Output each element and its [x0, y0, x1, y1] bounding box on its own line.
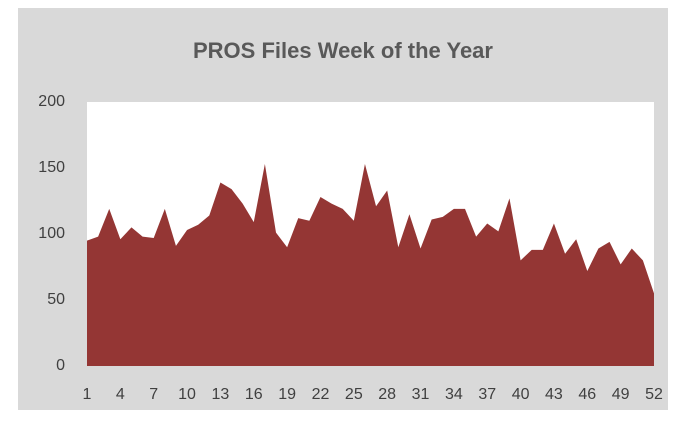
- x-tick-label: 31: [412, 386, 430, 403]
- x-tick-label: 28: [378, 386, 396, 403]
- x-tick-label: 52: [645, 386, 663, 403]
- y-tick-label: 50: [47, 291, 65, 308]
- x-tick-label: 37: [478, 386, 496, 403]
- x-tick-label: 7: [149, 386, 158, 403]
- x-tick-label: 34: [445, 386, 463, 403]
- x-tick-label: 1: [83, 386, 92, 403]
- y-tick-label: 100: [38, 225, 65, 242]
- chart-title: PROS Files Week of the Year: [193, 38, 493, 63]
- x-tick-label: 49: [612, 386, 630, 403]
- x-tick-label: 46: [578, 386, 596, 403]
- x-tick-label: 22: [312, 386, 330, 403]
- y-tick-label: 200: [38, 93, 65, 110]
- x-tick-label: 13: [212, 386, 230, 403]
- x-tick-label: 4: [116, 386, 125, 403]
- x-tick-label: 19: [278, 386, 296, 403]
- y-tick-label: 150: [38, 159, 65, 176]
- x-tick-label: 25: [345, 386, 363, 403]
- x-tick-label: 40: [512, 386, 530, 403]
- x-tick-label: 10: [178, 386, 196, 403]
- x-tick-label: 43: [545, 386, 563, 403]
- x-tick-label: 16: [245, 386, 263, 403]
- area: [87, 164, 654, 366]
- y-tick-label: 0: [56, 357, 65, 374]
